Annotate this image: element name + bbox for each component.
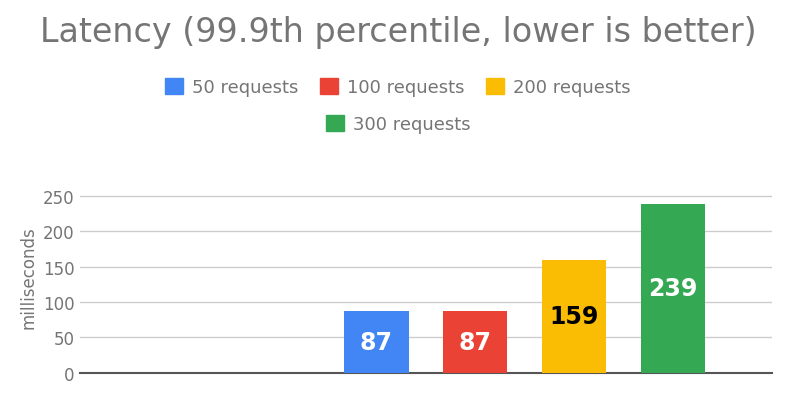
Text: 87: 87 xyxy=(458,330,492,354)
Bar xyxy=(641,204,705,373)
Text: 159: 159 xyxy=(549,305,599,328)
Text: 87: 87 xyxy=(360,330,393,354)
Text: 239: 239 xyxy=(649,276,698,301)
Legend: 300 requests: 300 requests xyxy=(318,108,478,141)
Text: Latency (99.9th percentile, lower is better): Latency (99.9th percentile, lower is bet… xyxy=(40,16,756,49)
Bar xyxy=(443,311,508,373)
Bar xyxy=(344,311,408,373)
Y-axis label: milliseconds: milliseconds xyxy=(20,226,37,329)
Bar xyxy=(542,260,607,373)
